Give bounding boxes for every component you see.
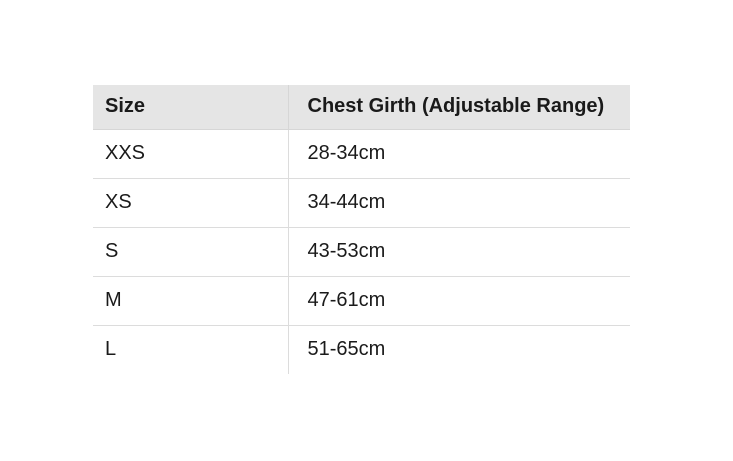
chest-girth-cell: 51-65cm [287,325,630,374]
size-chart-table: Size Chest Girth (Adjustable Range) XXS … [93,85,630,374]
table-body: XXS 28-34cm XS 34-44cm S 43-53cm M 47-61… [93,129,630,374]
chest-girth-cell: 28-34cm [287,129,630,179]
chest-girth-cell: 34-44cm [287,178,630,228]
table-row: XXS 28-34cm [93,129,630,179]
size-cell: XXS [93,129,288,179]
size-cell: L [105,338,117,361]
size-cell: M [93,276,288,326]
table-row: XS 34-44cm [93,178,630,228]
table-header: Size Chest Girth (Adjustable Range) [93,85,630,130]
chest-girth-cell: 47-61cm [287,276,630,326]
header-row: Size Chest Girth (Adjustable Range) [93,85,630,130]
table-row: L 51-65cm [93,325,630,374]
size-cell: XS [93,178,288,228]
table-row: S 43-53cm [93,227,630,277]
chest-girth-cell: 43-53cm [287,227,630,277]
header-chest-girth: Chest Girth (Adjustable Range) [287,85,630,130]
table-row: M 47-61cm [93,276,630,326]
size-cell: S [93,227,288,277]
header-size: Size [93,85,288,130]
